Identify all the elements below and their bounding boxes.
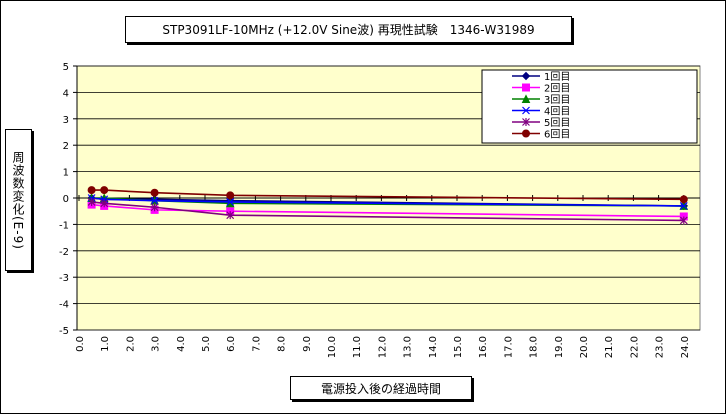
y-axis-label: 周波数変化(E-9) [11,150,25,250]
x-tick-label: 24.0 [680,336,691,358]
x-tick-label: 4.0 [176,336,187,352]
legend-marker-4 [522,106,530,115]
x-tick-label: 15.0 [453,336,464,358]
y-tick-label: 1 [63,168,69,179]
series-6-point [100,186,109,195]
series-6-point [87,186,96,195]
x-tick-label: 13.0 [403,336,414,358]
y-tick-label: -4 [59,300,69,311]
y-tick-label: -3 [59,273,69,284]
series-4-point [226,198,235,206]
legend-marker-6 [522,129,530,138]
x-tick-label: 10.0 [327,336,338,358]
x-tick-label: 12.0 [377,336,388,358]
series-5-point [100,199,109,208]
legend-label-3: 3回目 [544,94,570,106]
series-5-point [87,197,96,206]
x-tick-label: 9.0 [302,336,313,352]
y-tick-label: 3 [63,115,69,126]
legend-box [481,69,698,144]
x-tick-label: 1.0 [100,336,111,352]
y-tick-label: 4 [63,88,69,99]
x-tick-label: 22.0 [629,336,640,358]
x-tick-label: 3.0 [151,336,162,352]
x-tick-label: 14.0 [428,336,439,358]
chart-title-box: STP3091LF-10MHz (+12.0V Sine波) 再現性試験 134… [125,16,572,43]
legend-label-4: 4回目 [544,106,570,118]
series-5-point [679,216,688,225]
series-4-point [150,196,159,205]
y-tick-label: -2 [59,247,69,258]
x-tick-label: 19.0 [554,336,565,358]
legend-label-2: 2回目 [544,83,570,95]
x-tick-label: 0.0 [75,336,86,352]
series-4-point [679,201,688,210]
series-5-point [226,211,235,220]
x-tick-label: 20.0 [579,336,590,358]
x-tick-label: 18.0 [529,336,540,358]
legend-marker-3 [521,94,531,103]
legend-label-1: 1回目 [544,71,570,83]
x-tick-label: 11.0 [352,336,363,358]
legend-label-5: 5回目 [544,117,570,129]
legend-marker-5 [522,118,530,126]
series-5-point [150,203,159,212]
y-tick-label: 0 [63,194,69,205]
x-tick-label: 16.0 [478,336,489,358]
x-axis-label: 電源投入後の経過時間 [320,381,441,396]
chart-title: STP3091LF-10MHz (+12.0V Sine波) 再現性試験 134… [162,23,535,37]
x-tick-label: 7.0 [251,336,262,352]
y-tick-label: -1 [59,220,69,231]
y-tick-label: 5 [63,62,69,73]
series-6-point [150,188,159,197]
x-tick-label: 21.0 [604,336,615,358]
y-tick-label: -5 [59,326,69,337]
x-tick-label: 5.0 [201,336,212,352]
x-tick-label: 8.0 [277,336,288,352]
x-tick-label: 2.0 [125,336,136,352]
x-tick-label: 23.0 [655,336,666,358]
y-tick-label: 2 [63,141,69,152]
x-tick-label: 6.0 [226,336,237,352]
x-tick-label: 17.0 [503,336,514,358]
legend-marker-1 [521,71,531,81]
y-axis-label-box: 周波数変化(E-9) [5,129,32,271]
series-6-point [679,195,688,204]
legend-marker-2 [522,83,530,92]
legend-label-6: 6回目 [544,129,570,141]
series-6-point [226,191,235,200]
x-axis-label-box: 電源投入後の経過時間 [290,376,472,400]
